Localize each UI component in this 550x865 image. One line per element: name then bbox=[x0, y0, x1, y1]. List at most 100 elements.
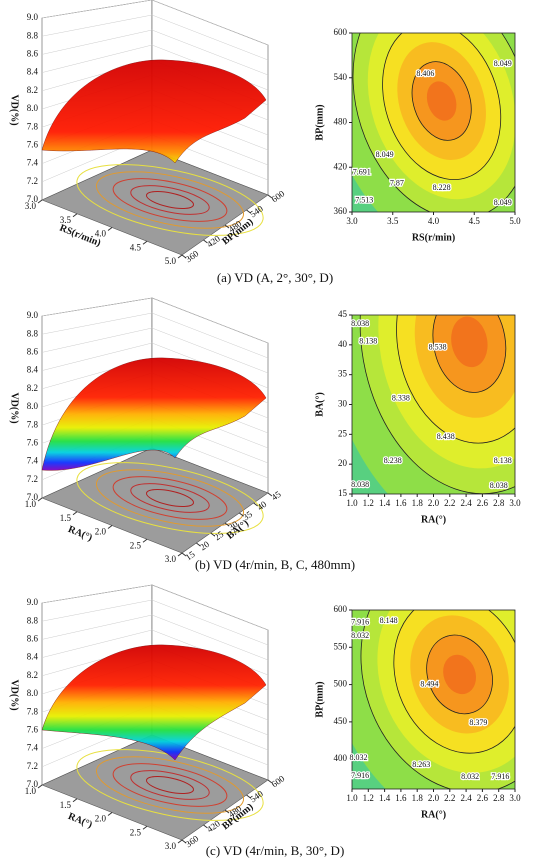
contour-label: 8.263 bbox=[412, 760, 430, 769]
contour-label: 7.87 bbox=[390, 178, 404, 187]
x-axis-label: RA(°) bbox=[421, 809, 446, 820]
y-tick-label: 600 bbox=[334, 27, 348, 37]
y-tick bbox=[267, 492, 273, 497]
contour-label: 8.049 bbox=[494, 198, 512, 207]
contour-label: 8.032 bbox=[461, 772, 479, 781]
z-tick-label: 7.8 bbox=[27, 121, 39, 131]
contour-label: 8.049 bbox=[494, 59, 512, 68]
z-tick-label: 8.0 bbox=[27, 401, 39, 411]
z-tick-label: 7.0 bbox=[27, 194, 39, 204]
x-tick bbox=[177, 254, 183, 259]
contour-fill bbox=[352, 610, 515, 789]
x-tick-label: 1.5 bbox=[60, 800, 72, 810]
x-tick-label: 2.6 bbox=[477, 793, 489, 803]
y-tick bbox=[239, 512, 244, 517]
x-tick-label: 1.8 bbox=[412, 793, 424, 803]
x-tick-label: 2.0 bbox=[428, 498, 440, 508]
x-tick-label: 2.0 bbox=[95, 814, 107, 824]
y-tick-label: 30 bbox=[338, 399, 348, 409]
contour-label: 8.138 bbox=[359, 337, 377, 346]
contour-label: 8.379 bbox=[469, 718, 487, 727]
z-axis-label: VD(%) bbox=[9, 94, 20, 125]
y-tick-label: 35 bbox=[338, 369, 348, 379]
x-tick-label: 2.2 bbox=[444, 793, 455, 803]
contour-label: 8.032 bbox=[350, 753, 368, 762]
y-tick-label: 600 bbox=[270, 188, 287, 204]
y-tick bbox=[224, 224, 230, 229]
z-tick-label: 8.2 bbox=[27, 670, 38, 680]
floor-contour bbox=[130, 185, 210, 215]
x-axis-label: RA(°) bbox=[66, 524, 93, 544]
z-tick-label: 8.4 bbox=[27, 652, 39, 662]
y-tick bbox=[181, 839, 187, 844]
z-grid-line bbox=[41, 312, 269, 359]
x-tick-label: 2.0 bbox=[95, 527, 107, 537]
x-tick bbox=[142, 240, 148, 245]
y-tick bbox=[267, 779, 273, 784]
x-tick-label: 3.0 bbox=[509, 793, 521, 803]
y-tick-label: 600 bbox=[334, 604, 348, 614]
x-tick-label: 4.5 bbox=[130, 242, 142, 252]
z-tick-label: 8.2 bbox=[27, 85, 38, 95]
z-tick-label: 8.6 bbox=[27, 346, 39, 356]
x-tick-label: 4.5 bbox=[469, 216, 481, 226]
x-tick-label: 5.0 bbox=[165, 256, 177, 266]
z-tick-label: 7.0 bbox=[27, 492, 39, 502]
x-tick-label: 3.0 bbox=[509, 498, 521, 508]
x-tick bbox=[72, 798, 78, 803]
floor-contour bbox=[145, 776, 195, 794]
contour-plot: 1.0 1.2 1.4 1.6 1.8 2.0 2.2 2.4 2.6 2.8 3.0 400 450 5… bbox=[314, 604, 521, 820]
y-tick bbox=[203, 824, 208, 829]
contour-plot: 3.0 3.5 4.0 4.5 5.0 360 420 480 540 600 RS(r/min) B… bbox=[314, 27, 521, 243]
floor-contour bbox=[95, 469, 245, 527]
floor-contour bbox=[130, 770, 210, 800]
y-tick-label: 480 bbox=[334, 117, 348, 127]
x-tick-label: 2.0 bbox=[428, 793, 440, 803]
contour-label: 8.032 bbox=[351, 631, 369, 640]
y-tick-label: 15 bbox=[338, 488, 348, 498]
y-tick-label: 40 bbox=[338, 339, 348, 349]
x-tick-label: 1.5 bbox=[60, 513, 72, 523]
floor-contour bbox=[112, 763, 228, 807]
floor-contour bbox=[95, 171, 245, 229]
z-tick-label: 7.6 bbox=[27, 139, 39, 149]
x-tick-label: 2.4 bbox=[460, 498, 472, 508]
y-axis-label: BP(mm) bbox=[314, 104, 325, 140]
floor-contour bbox=[112, 476, 228, 520]
z-tick-label: 7.4 bbox=[27, 456, 39, 466]
x-tick-label: 1.6 bbox=[395, 793, 407, 803]
z-grid-line bbox=[41, 584, 269, 631]
x-tick bbox=[177, 552, 183, 557]
z-grid-line bbox=[41, 327, 269, 374]
y-tick bbox=[181, 552, 187, 557]
x-tick-label: 3.0 bbox=[25, 201, 37, 211]
x-tick bbox=[142, 825, 148, 830]
contour-label: 7.691 bbox=[353, 167, 371, 176]
x-tick bbox=[107, 812, 113, 816]
z-tick-label: 9.0 bbox=[27, 12, 39, 22]
contour-label: 8.049 bbox=[376, 150, 394, 159]
y-tick bbox=[224, 522, 230, 527]
contour-label: 8.138 bbox=[494, 456, 512, 465]
x-tick-label: 1.0 bbox=[25, 499, 37, 509]
z-tick-label: 8.8 bbox=[27, 328, 39, 338]
contour-label: 8.338 bbox=[392, 393, 410, 402]
x-tick-label: 1.8 bbox=[412, 498, 424, 508]
y-tick bbox=[246, 794, 251, 799]
contour-label: 8.148 bbox=[380, 616, 398, 625]
y-tick-label: 45 bbox=[270, 489, 284, 503]
caption: (b) VD (4r/min, B, C, 480mm) bbox=[195, 557, 355, 572]
z-tick-label: 7.6 bbox=[27, 437, 39, 447]
floor-contour bbox=[145, 191, 195, 209]
x-tick-label: 3.0 bbox=[165, 554, 177, 564]
x-tick-label: 1.0 bbox=[346, 498, 358, 508]
x-tick-label: 3.0 bbox=[165, 841, 177, 851]
y-tick-label: 600 bbox=[270, 773, 287, 789]
x-tick-label: 1.2 bbox=[363, 793, 374, 803]
caption: (a) VD (A, 2°, 30°, D) bbox=[217, 270, 333, 285]
z-tick-label: 8.0 bbox=[27, 688, 39, 698]
x-axis-label: RS(r/min) bbox=[58, 223, 102, 249]
z-tick-label: 7.2 bbox=[27, 176, 38, 186]
z-tick-label: 8.0 bbox=[27, 103, 39, 113]
contour-label: 8.538 bbox=[429, 343, 447, 352]
